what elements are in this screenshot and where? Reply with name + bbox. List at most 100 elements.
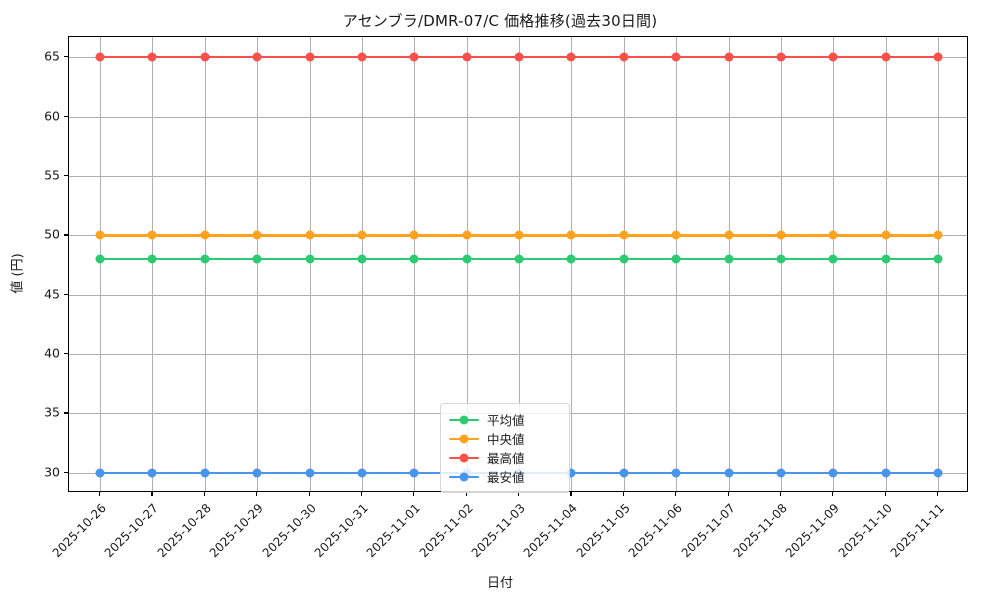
data-point-marker[interactable] bbox=[566, 230, 576, 240]
gridline-horizontal bbox=[69, 354, 967, 356]
data-point-marker[interactable] bbox=[881, 254, 891, 264]
data-point-marker[interactable] bbox=[357, 230, 367, 240]
series-line-segment bbox=[623, 234, 677, 237]
data-point-marker[interactable] bbox=[514, 52, 524, 62]
data-point-marker[interactable] bbox=[305, 230, 314, 240]
gridline-vertical bbox=[833, 37, 835, 491]
y-tick-label: 35 bbox=[44, 404, 60, 420]
data-point-marker[interactable] bbox=[566, 254, 576, 264]
data-point-marker[interactable] bbox=[305, 468, 314, 478]
data-point-marker[interactable] bbox=[409, 254, 419, 264]
y-tick-mark bbox=[64, 412, 68, 414]
data-point-marker[interactable] bbox=[671, 254, 681, 264]
legend-label: 中央値 bbox=[487, 432, 525, 447]
data-point-marker[interactable] bbox=[619, 468, 629, 478]
data-point-marker[interactable] bbox=[671, 468, 681, 478]
data-point-marker[interactable] bbox=[776, 254, 786, 264]
data-point-marker[interactable] bbox=[881, 230, 891, 240]
data-point-marker[interactable] bbox=[933, 254, 943, 264]
gridline-horizontal bbox=[69, 116, 967, 118]
data-point-marker[interactable] bbox=[724, 52, 733, 62]
data-point-marker[interactable] bbox=[776, 468, 786, 478]
data-point-marker[interactable] bbox=[776, 230, 786, 240]
y-tick-mark bbox=[64, 115, 68, 117]
data-point-marker[interactable] bbox=[200, 254, 210, 264]
series-line-segment bbox=[885, 55, 938, 59]
data-point-marker[interactable] bbox=[147, 468, 157, 478]
data-point-marker[interactable] bbox=[357, 52, 367, 62]
data-point-marker[interactable] bbox=[462, 254, 472, 264]
series-line-segment bbox=[361, 471, 415, 475]
data-point-marker[interactable] bbox=[252, 52, 262, 62]
data-point-marker[interactable] bbox=[95, 468, 105, 478]
data-point-marker[interactable] bbox=[252, 230, 262, 240]
series-line-segment bbox=[466, 234, 519, 237]
data-point-marker[interactable] bbox=[619, 230, 629, 240]
gridline-vertical bbox=[152, 37, 154, 491]
legend-item[interactable]: 平均値 bbox=[449, 410, 560, 429]
data-point-marker[interactable] bbox=[933, 230, 943, 240]
legend-marker-icon bbox=[449, 414, 479, 426]
series-line-segment bbox=[571, 234, 624, 237]
data-point-marker[interactable] bbox=[828, 52, 838, 62]
data-point-marker[interactable] bbox=[828, 254, 838, 264]
data-point-marker[interactable] bbox=[147, 230, 157, 240]
y-tick-label: 40 bbox=[44, 345, 60, 361]
gridline-vertical bbox=[938, 37, 939, 491]
data-point-marker[interactable] bbox=[200, 230, 210, 240]
x-axis-label: 日付 bbox=[486, 576, 513, 591]
data-point-marker[interactable] bbox=[252, 254, 262, 264]
gridline-vertical bbox=[100, 37, 101, 491]
data-point-marker[interactable] bbox=[409, 468, 419, 478]
data-point-marker[interactable] bbox=[881, 52, 891, 62]
data-point-marker[interactable] bbox=[462, 230, 472, 240]
data-point-marker[interactable] bbox=[724, 468, 733, 478]
data-point-marker[interactable] bbox=[305, 254, 314, 264]
legend-item[interactable]: 中央値 bbox=[449, 429, 560, 448]
data-point-marker[interactable] bbox=[357, 468, 367, 478]
data-point-marker[interactable] bbox=[619, 254, 629, 264]
data-point-marker[interactable] bbox=[95, 230, 105, 240]
data-point-marker[interactable] bbox=[724, 254, 733, 264]
legend-item[interactable]: 最高値 bbox=[449, 448, 560, 467]
gridline-vertical bbox=[257, 37, 259, 491]
data-point-marker[interactable] bbox=[409, 52, 419, 62]
series-line-segment bbox=[414, 234, 467, 237]
series-line-segment bbox=[152, 257, 205, 261]
data-point-marker[interactable] bbox=[514, 254, 524, 264]
data-point-marker[interactable] bbox=[200, 52, 210, 62]
data-point-marker[interactable] bbox=[409, 230, 419, 240]
x-tick-mark bbox=[622, 492, 624, 496]
data-point-marker[interactable] bbox=[147, 52, 157, 62]
gridline-vertical bbox=[414, 37, 416, 491]
data-point-marker[interactable] bbox=[252, 468, 262, 478]
data-point-marker[interactable] bbox=[95, 52, 105, 62]
data-point-marker[interactable] bbox=[200, 468, 210, 478]
data-point-marker[interactable] bbox=[724, 230, 733, 240]
data-point-marker[interactable] bbox=[95, 254, 105, 264]
series-line-segment bbox=[676, 471, 729, 475]
data-point-marker[interactable] bbox=[933, 468, 943, 478]
data-point-marker[interactable] bbox=[933, 52, 943, 62]
legend-marker-icon bbox=[449, 471, 479, 483]
data-point-marker[interactable] bbox=[776, 52, 786, 62]
y-tick-label: 45 bbox=[44, 286, 60, 302]
x-tick-mark bbox=[779, 492, 782, 496]
legend-item[interactable]: 最安値 bbox=[449, 467, 560, 486]
data-point-marker[interactable] bbox=[357, 254, 367, 264]
data-point-marker[interactable] bbox=[514, 230, 524, 240]
data-point-marker[interactable] bbox=[671, 52, 681, 62]
data-point-marker[interactable] bbox=[828, 230, 838, 240]
data-point-marker[interactable] bbox=[828, 468, 838, 478]
data-point-marker[interactable] bbox=[619, 52, 629, 62]
data-point-marker[interactable] bbox=[147, 254, 157, 264]
data-point-marker[interactable] bbox=[305, 52, 314, 62]
chart-legend[interactable]: 平均値中央値 最高値 最安値 bbox=[440, 403, 570, 493]
data-point-marker[interactable] bbox=[462, 52, 472, 62]
data-point-marker[interactable] bbox=[566, 468, 576, 478]
data-point-marker[interactable] bbox=[671, 230, 681, 240]
data-point-marker[interactable] bbox=[881, 468, 891, 478]
data-point-marker[interactable] bbox=[566, 52, 576, 62]
gridline-horizontal bbox=[69, 294, 967, 296]
y-tick-mark bbox=[64, 56, 68, 58]
